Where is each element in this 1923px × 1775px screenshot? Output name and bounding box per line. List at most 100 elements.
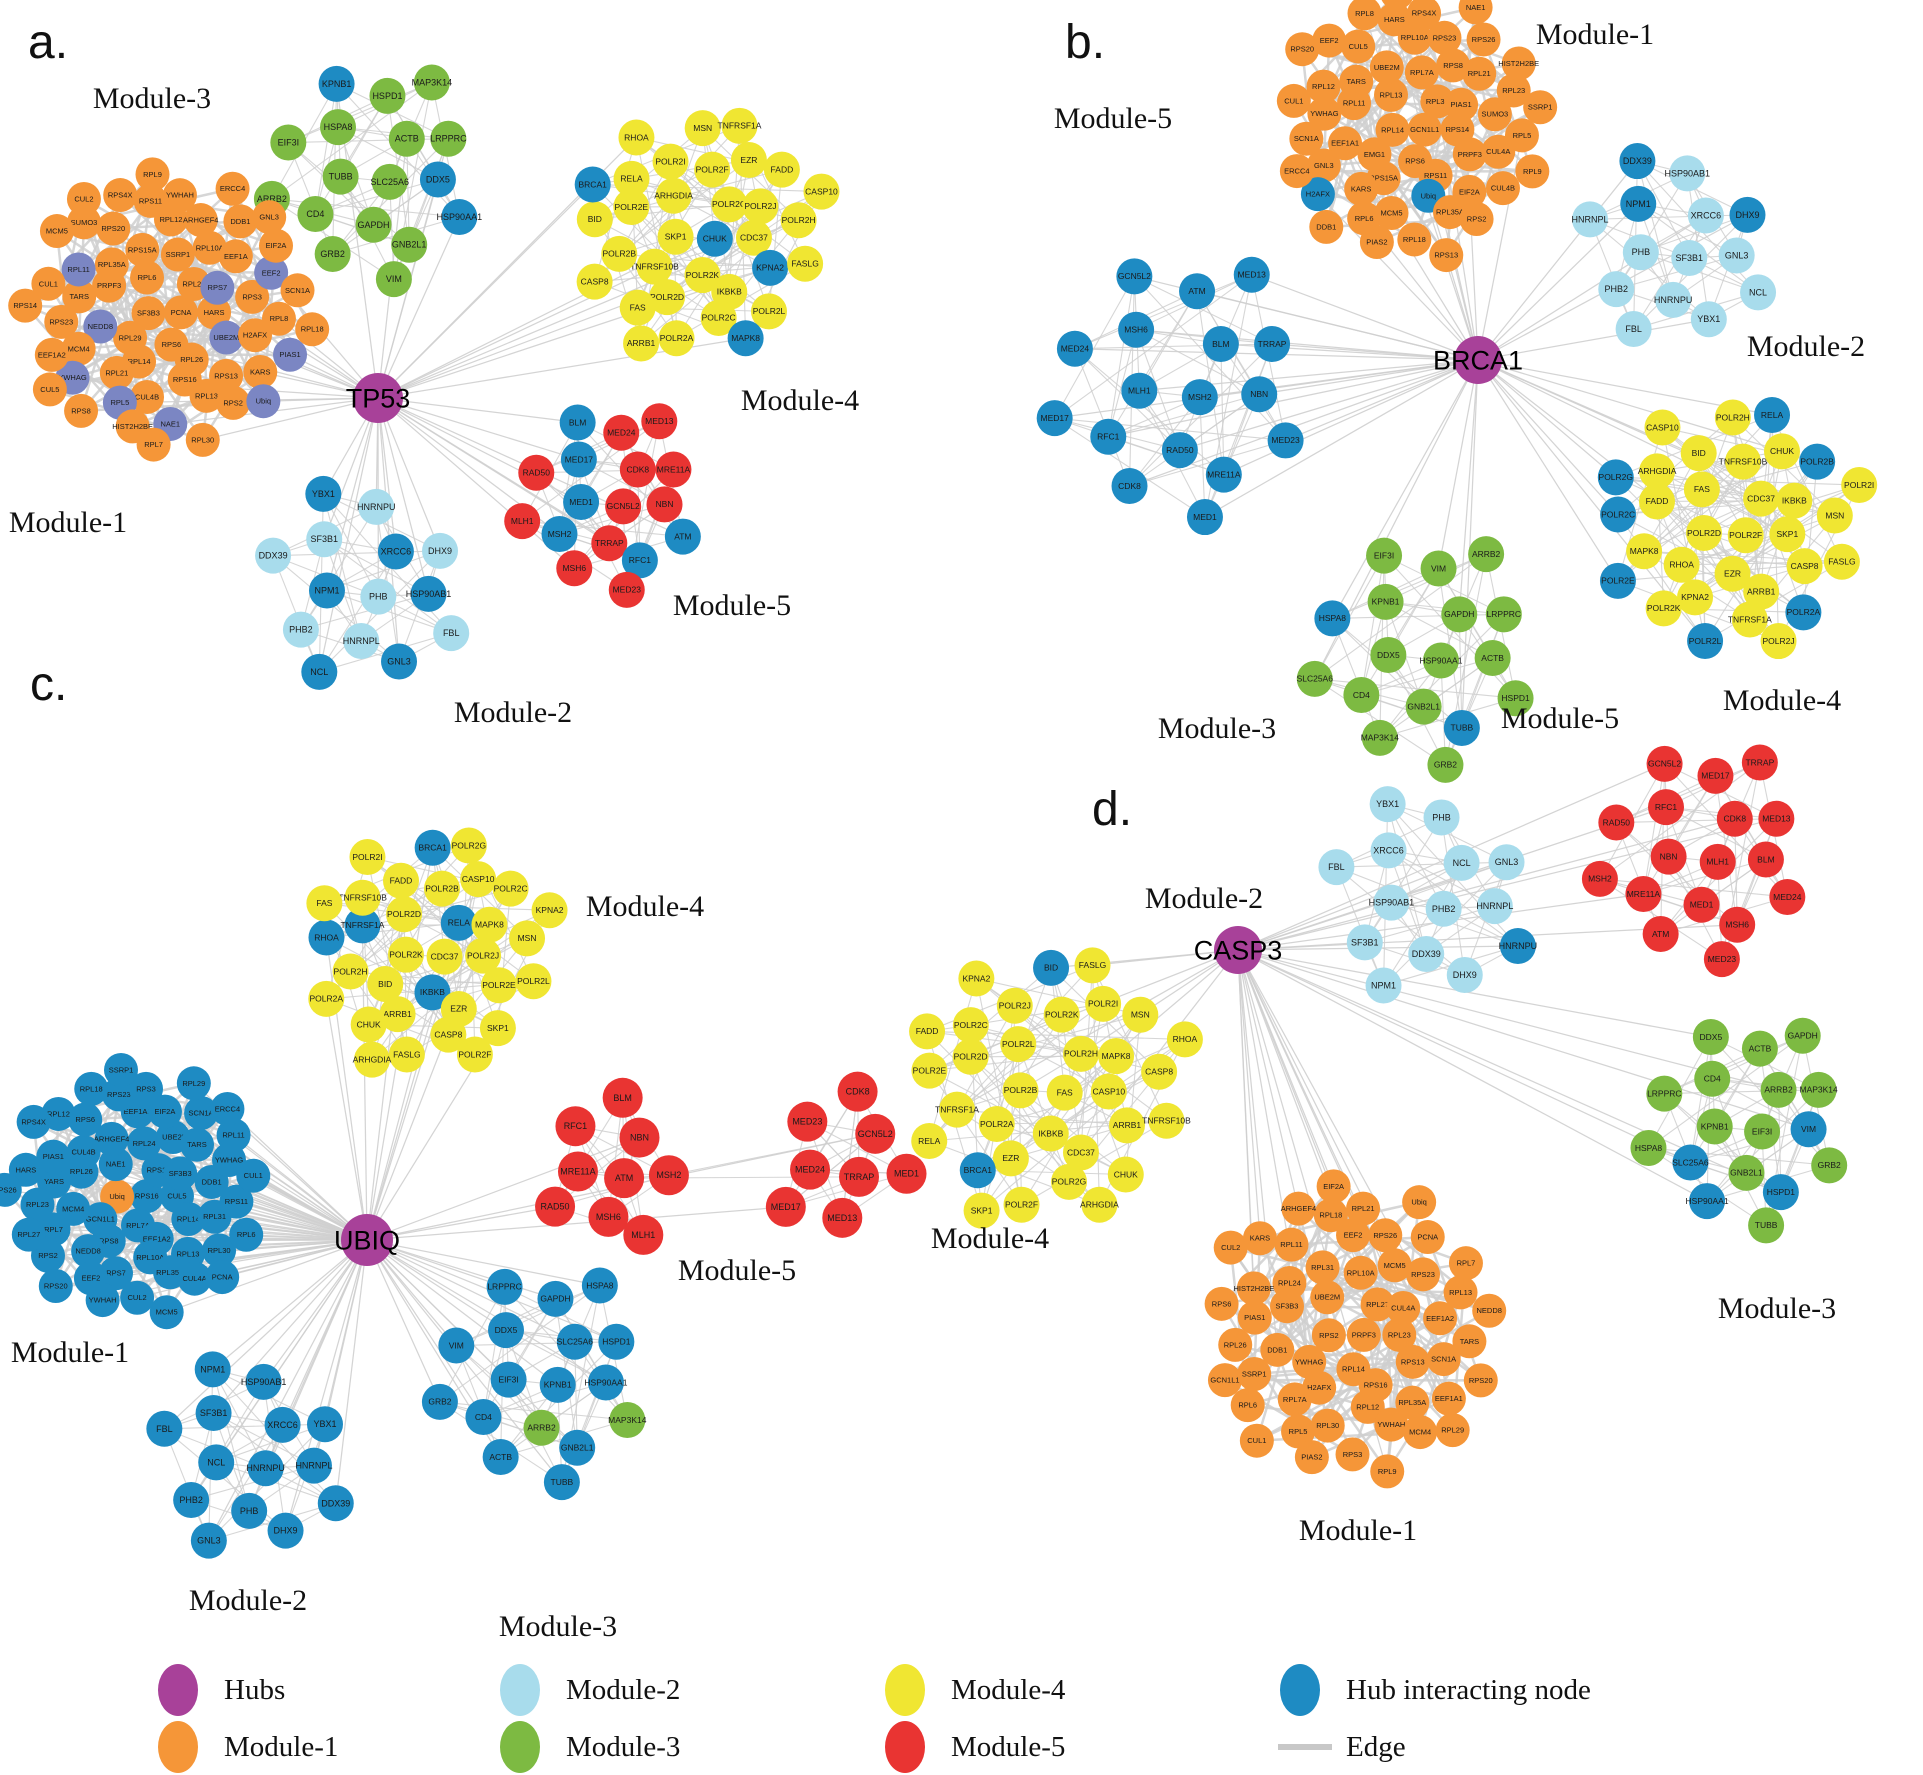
node-circle-NAE1 bbox=[98, 1147, 133, 1182]
node-ACTB: ACTB bbox=[1741, 1030, 1778, 1067]
node-circle-TNFRSF10B bbox=[344, 879, 381, 916]
node-label-POLR2F: POLR2F bbox=[458, 1049, 491, 1059]
node-label-RPL5: RPL5 bbox=[110, 398, 129, 407]
node-circle-GCN5L2 bbox=[855, 1113, 896, 1154]
hub-edge bbox=[1436, 101, 1479, 361]
node-SCN1A: SCN1A bbox=[1289, 121, 1324, 156]
node-circle-MLH1 bbox=[1121, 372, 1158, 409]
node-label-POLR2A: POLR2A bbox=[980, 1119, 1014, 1129]
node-RPS23: RPS23 bbox=[44, 304, 79, 339]
node-circle-ARRB1 bbox=[623, 325, 660, 362]
node-label-GNB2L1: GNB2L1 bbox=[392, 240, 427, 250]
node-label-ARHGDIA: ARHGDIA bbox=[1080, 1200, 1119, 1210]
node-RPS2: RPS2 bbox=[1311, 1318, 1346, 1353]
node-label-DDX5: DDX5 bbox=[1377, 650, 1400, 660]
node-label-RPS20: RPS20 bbox=[1290, 45, 1314, 54]
node-POLR2A: POLR2A bbox=[1785, 594, 1822, 631]
node-circle-SUMO3 bbox=[67, 205, 102, 240]
node-label-UBE2M: UBE2M bbox=[1314, 1293, 1340, 1302]
node-circle-RPL6 bbox=[229, 1217, 264, 1252]
hub-edge bbox=[1477, 135, 1523, 361]
node-EEF1A1: EEF1A1 bbox=[1328, 126, 1363, 161]
node-label-YBX1: YBX1 bbox=[312, 489, 335, 499]
node-circle-LRPPRC bbox=[430, 120, 467, 157]
node-DDX39: DDX39 bbox=[1408, 935, 1445, 972]
edge bbox=[1656, 450, 1783, 472]
node-label-EEF1A1: EEF1A1 bbox=[124, 1107, 152, 1116]
node-GCN5L2: GCN5L2 bbox=[605, 488, 642, 525]
node-circle-RPS13 bbox=[1395, 1344, 1430, 1379]
node-label-RPL5: RPL5 bbox=[1289, 1427, 1308, 1436]
node-RELA: RELA bbox=[911, 1122, 948, 1159]
node-circle-IKBKB bbox=[414, 974, 451, 1011]
node-DDX5: DDX5 bbox=[1692, 1019, 1729, 1056]
node-label-EEF2: EEF2 bbox=[1344, 1231, 1363, 1240]
node-circle-ACTB bbox=[1474, 640, 1511, 677]
node-POLR2L: POLR2L bbox=[515, 963, 552, 1000]
node-label-ATM: ATM bbox=[1188, 286, 1205, 296]
node-CUL4A: CUL4A bbox=[1386, 1291, 1421, 1326]
node-label-MED13: MED13 bbox=[1238, 270, 1267, 280]
node-label-RPS13: RPS13 bbox=[147, 1166, 171, 1175]
node-circle-RPL7 bbox=[1448, 1246, 1483, 1281]
node-SLC25A6: SLC25A6 bbox=[370, 163, 409, 200]
node-label-ARHGEF4: ARHGEF4 bbox=[183, 216, 218, 225]
node-circle-BID bbox=[1680, 435, 1717, 472]
node-label-CASP8: CASP8 bbox=[1145, 1067, 1173, 1077]
node-circle-HSPD1 bbox=[598, 1323, 635, 1360]
node-NPM1: NPM1 bbox=[308, 572, 345, 609]
node-circle-MSH2 bbox=[1581, 860, 1618, 897]
node-label-RPS16: RPS16 bbox=[173, 375, 197, 384]
node-GNL3: GNL3 bbox=[252, 200, 287, 235]
node-RPL24: RPL24 bbox=[1272, 1265, 1307, 1300]
node-label-MED23: MED23 bbox=[1708, 954, 1737, 964]
node-label-POLR2A: POLR2A bbox=[310, 994, 344, 1004]
node-circle-HSPD1 bbox=[1762, 1174, 1799, 1211]
node-EIF2A: EIF2A bbox=[147, 1094, 182, 1129]
node-MLH1: MLH1 bbox=[1699, 843, 1736, 880]
node-circle-GNL3 bbox=[1306, 148, 1341, 183]
node-label-GAPDH: GAPDH bbox=[1444, 609, 1474, 619]
node-circle-MCM5 bbox=[149, 1295, 184, 1330]
node-PIAS1: PIAS1 bbox=[1237, 1300, 1272, 1335]
node-label-RPS4X: RPS4X bbox=[21, 1117, 46, 1126]
node-circle-MED13 bbox=[822, 1197, 863, 1238]
node-label-SLC25A6: SLC25A6 bbox=[370, 177, 409, 187]
node-MSH6: MSH6 bbox=[1719, 906, 1756, 943]
node-FAS: FAS bbox=[1046, 1074, 1083, 1111]
node-circle-PHB bbox=[231, 1492, 268, 1529]
node-label-GRB2: GRB2 bbox=[1434, 760, 1457, 770]
node-circle-EEF1A1 bbox=[1328, 126, 1363, 161]
node-circle-KPNB1 bbox=[318, 65, 355, 102]
node-RAD50: RAD50 bbox=[518, 454, 555, 491]
node-PRPF3: PRPF3 bbox=[1346, 1317, 1381, 1352]
hub-edge bbox=[212, 1239, 368, 1370]
node-circle-RPL7 bbox=[136, 427, 171, 462]
node-POLR2C: POLR2C bbox=[700, 299, 737, 336]
node-label-SKP1: SKP1 bbox=[1776, 529, 1798, 539]
node-IKBKB: IKBKB bbox=[1776, 482, 1813, 519]
module-label-b-Module-1: Module-1 bbox=[1536, 18, 1654, 51]
edge bbox=[482, 1286, 506, 1418]
node-circle-CUL1 bbox=[236, 1158, 271, 1193]
node-circle-SF3B1 bbox=[195, 1394, 232, 1431]
node-label-PCNA: PCNA bbox=[212, 1273, 233, 1282]
node-HSP90AB1: HSP90AB1 bbox=[241, 1363, 286, 1400]
node-CUL4A: CUL4A bbox=[1481, 134, 1516, 169]
node-label-POLR2C: POLR2C bbox=[494, 883, 528, 893]
node-RPL30: RPL30 bbox=[202, 1233, 237, 1268]
edge bbox=[271, 82, 433, 200]
node-RPL6: RPL6 bbox=[1230, 1388, 1265, 1423]
node-circle-TUBB bbox=[322, 158, 359, 195]
node-VIM: VIM bbox=[375, 261, 412, 298]
node-SLC25A6: SLC25A6 bbox=[1672, 1144, 1709, 1181]
node-label-TUBB: TUBB bbox=[329, 172, 353, 182]
node-TNFRSF10B: TNFRSF10B bbox=[338, 879, 387, 916]
node-circle-CUL1 bbox=[1239, 1423, 1274, 1458]
node-circle-RELA bbox=[440, 904, 477, 941]
edge bbox=[675, 236, 770, 312]
panel-letter-a: a. bbox=[28, 16, 68, 69]
node-circle-POLR2F bbox=[1003, 1186, 1040, 1223]
node-circle-GNL3 bbox=[190, 1522, 227, 1559]
node-circle-HSPD1 bbox=[1497, 680, 1534, 717]
